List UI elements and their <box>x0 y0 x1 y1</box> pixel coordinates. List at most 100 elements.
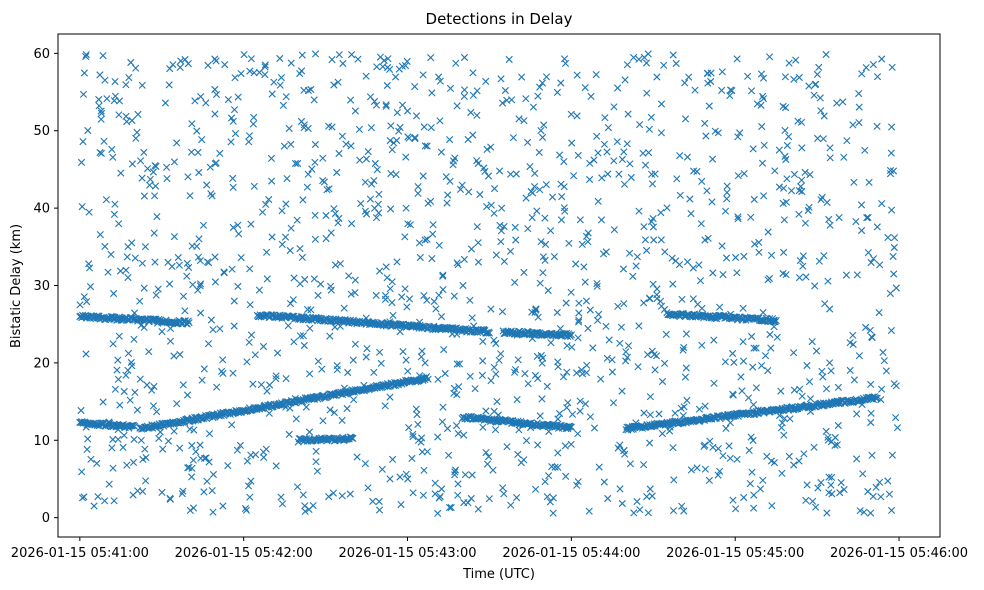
data-point <box>323 186 331 194</box>
data-point <box>82 350 90 358</box>
data-point <box>677 404 685 412</box>
data-point <box>99 398 107 406</box>
data-point <box>547 227 555 235</box>
data-point <box>312 458 320 466</box>
data-point <box>827 367 835 375</box>
data-point <box>466 372 474 380</box>
data-point <box>816 94 824 102</box>
data-point <box>101 242 109 250</box>
data-point <box>411 135 419 143</box>
data-point <box>330 81 338 89</box>
data-point <box>701 402 709 410</box>
data-point <box>93 459 101 467</box>
data-point <box>244 482 253 490</box>
data-point <box>740 170 748 178</box>
data-point <box>507 170 515 178</box>
data-point <box>429 230 437 238</box>
data-point <box>373 166 381 174</box>
data-point <box>311 140 319 149</box>
data-point <box>395 127 403 135</box>
data-point <box>364 148 372 156</box>
data-point <box>603 148 611 156</box>
data-point <box>629 272 637 280</box>
data-point <box>423 373 431 381</box>
data-point <box>858 226 866 235</box>
data-point <box>610 103 618 111</box>
y-tick-label: 20 <box>33 356 50 371</box>
data-point <box>820 252 828 260</box>
data-point <box>698 341 706 349</box>
data-point <box>247 331 256 339</box>
data-point <box>884 233 892 242</box>
data-point <box>374 200 382 208</box>
data-point <box>322 235 330 243</box>
data-point <box>676 152 684 160</box>
data-point <box>635 322 643 330</box>
data-point <box>362 155 370 163</box>
data-point <box>725 442 733 450</box>
data-point <box>573 71 581 79</box>
data-point <box>158 488 166 496</box>
data-point <box>698 177 706 185</box>
data-point <box>246 493 254 501</box>
data-point <box>335 51 343 59</box>
data-point <box>826 144 834 152</box>
data-point <box>128 160 136 168</box>
data-point <box>123 461 131 469</box>
data-point <box>347 96 355 104</box>
data-point <box>536 412 544 420</box>
data-point <box>783 175 791 183</box>
data-point <box>766 330 774 339</box>
data-point <box>734 215 742 223</box>
data-point <box>231 130 240 138</box>
data-point <box>300 86 308 94</box>
data-point <box>573 369 581 377</box>
data-point <box>773 333 781 341</box>
data-point <box>833 441 841 449</box>
data-point <box>721 358 729 366</box>
data-point <box>649 280 657 288</box>
data-point <box>143 381 151 389</box>
data-point <box>849 121 857 129</box>
data-point <box>307 85 315 94</box>
data-point <box>285 124 293 133</box>
data-point <box>738 387 746 395</box>
data-point <box>586 306 594 314</box>
data-point <box>237 70 245 78</box>
data-point <box>454 261 462 269</box>
data-point <box>623 140 631 148</box>
data-point <box>669 444 677 452</box>
data-point <box>747 87 756 95</box>
data-point <box>250 69 258 77</box>
data-point <box>372 101 381 109</box>
data-point <box>427 124 435 132</box>
data-point <box>798 144 806 152</box>
data-point <box>198 136 206 144</box>
data-point <box>77 158 86 166</box>
data-point <box>460 86 469 94</box>
data-point <box>658 430 666 438</box>
data-point <box>506 329 515 337</box>
data-point <box>111 78 119 86</box>
data-point <box>750 491 758 499</box>
data-point <box>590 424 599 432</box>
data-point <box>546 498 554 506</box>
data-point <box>428 89 436 97</box>
data-point <box>869 61 877 69</box>
data-point <box>194 148 202 156</box>
data-point <box>449 161 457 169</box>
data-point <box>592 71 600 79</box>
data-point <box>114 356 122 364</box>
data-point <box>228 265 236 273</box>
data-point <box>455 360 464 368</box>
data-point <box>247 220 255 228</box>
data-point <box>109 464 117 472</box>
data-point <box>644 351 652 359</box>
data-point <box>582 297 590 305</box>
data-point <box>745 446 753 454</box>
data-point <box>456 185 465 193</box>
data-point <box>115 332 123 340</box>
data-point <box>423 296 431 304</box>
data-point <box>574 478 582 486</box>
data-point <box>351 289 359 297</box>
